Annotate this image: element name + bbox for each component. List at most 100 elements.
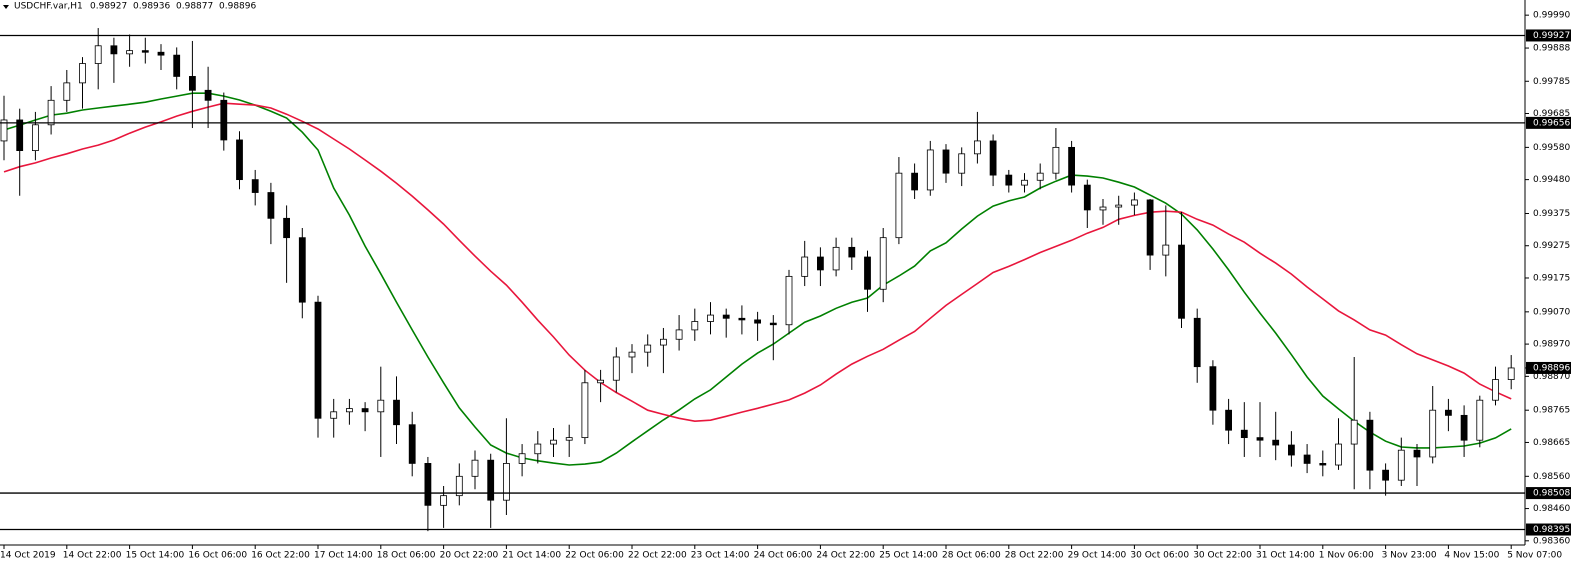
candle (644, 334, 652, 367)
candle-body (1413, 449, 1421, 458)
x-tick-label: 22 Oct 06:00 (565, 551, 624, 561)
x-tick-label: 14 Oct 2019 (0, 551, 56, 561)
candle (1036, 163, 1044, 190)
x-tick-label: 5 Nov 07:00 (1507, 551, 1562, 561)
candle (722, 308, 730, 338)
candle-body (63, 82, 71, 101)
x-tick-label: 24 Oct 22:00 (816, 551, 875, 561)
candle (188, 40, 196, 129)
candle (63, 69, 71, 112)
candle-body (47, 99, 55, 126)
candle-body (1052, 146, 1060, 174)
candle-body (1303, 454, 1311, 464)
candle-body (455, 475, 463, 497)
candle-body (1319, 463, 1327, 466)
candle-body (1492, 379, 1499, 401)
candle (1225, 398, 1232, 445)
candle-body (581, 382, 589, 439)
candle-body (707, 314, 714, 322)
candle (173, 47, 181, 90)
y-tick-label: 0.98560 (1533, 472, 1570, 482)
candle-body (644, 344, 652, 353)
candle (534, 431, 542, 464)
candle (126, 34, 133, 67)
y-tick-label: 0.99480 (1533, 175, 1570, 185)
candle (1115, 195, 1123, 225)
candle-body (110, 45, 118, 55)
candle (1005, 169, 1013, 193)
candle (754, 311, 761, 341)
candle-body (1460, 414, 1468, 441)
candle-body (1193, 317, 1201, 368)
candle-body (1429, 409, 1437, 458)
y-tick-label: 0.98970 (1533, 340, 1570, 350)
collapse-icon[interactable] (3, 5, 9, 9)
candle-body (1382, 469, 1389, 481)
candle-body (817, 256, 824, 271)
candle (879, 227, 887, 303)
candle (330, 398, 338, 438)
candle (1319, 450, 1327, 477)
candle-body (612, 356, 620, 381)
candle (1476, 395, 1484, 448)
header-ohlc: 0.98936 (133, 2, 170, 12)
candle-body (895, 172, 903, 239)
level-label: 0.99656 (1533, 118, 1570, 128)
candle-body (848, 246, 856, 258)
candle-body (879, 237, 887, 290)
candle (47, 86, 55, 135)
candle-body (440, 495, 448, 506)
candle (581, 369, 589, 445)
candle-body (801, 256, 809, 277)
candle-body (832, 246, 840, 271)
candle (1146, 198, 1154, 270)
candle (958, 147, 966, 187)
x-tick-label: 21 Oct 14:00 (502, 551, 561, 561)
candle-body (534, 443, 542, 455)
candle (1256, 402, 1264, 457)
y-tick-label: 0.99990 (1533, 11, 1570, 21)
candle (502, 418, 510, 516)
last-price-box (1526, 361, 1571, 374)
candle (1397, 437, 1405, 486)
candle-body (1131, 199, 1138, 206)
candle (251, 169, 259, 206)
candle (612, 347, 620, 393)
candle-body (267, 192, 275, 219)
candle (1178, 211, 1185, 328)
candle-body (1005, 174, 1013, 186)
header-ohlc: 0.98877 (176, 2, 213, 12)
x-tick-label: 22 Oct 22:00 (628, 551, 687, 561)
level-label-box (1526, 116, 1571, 129)
candle-body (926, 149, 934, 191)
candle (236, 131, 243, 190)
candle-body (1209, 366, 1217, 411)
candle-body (424, 463, 432, 506)
moving-average (3, 102, 1512, 423)
candle (1052, 128, 1060, 180)
x-tick-label: 28 Oct 06:00 (942, 551, 1001, 561)
candle (1366, 411, 1374, 490)
x-tick-label: 18 Oct 06:00 (377, 551, 436, 561)
y-tick-label: 0.99070 (1533, 307, 1570, 317)
candle (455, 463, 463, 506)
candle-body (377, 399, 385, 413)
candle (1429, 386, 1437, 464)
candle (989, 134, 997, 187)
x-tick-label: 4 Nov 15:00 (1444, 551, 1499, 561)
candle (345, 398, 353, 425)
candle (204, 66, 212, 129)
candle (518, 444, 526, 477)
candle (220, 92, 228, 151)
candle-body (864, 256, 871, 290)
candle-body (361, 408, 369, 413)
candle (79, 57, 86, 109)
candle (361, 402, 369, 432)
candle (1413, 444, 1421, 486)
candle (785, 269, 793, 335)
candle (817, 247, 824, 287)
candle (298, 227, 306, 319)
candle (1162, 205, 1170, 277)
y-tick-label: 0.99685 (1533, 109, 1570, 119)
